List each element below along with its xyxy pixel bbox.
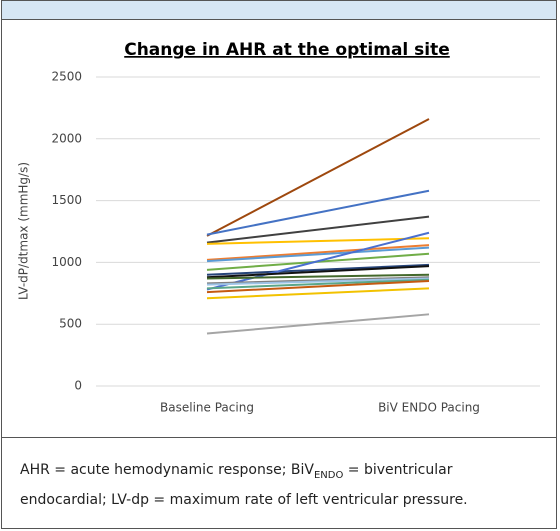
series-line <box>206 215 430 244</box>
series-line <box>206 189 430 236</box>
series-line <box>206 237 430 245</box>
series-line <box>206 287 430 300</box>
y-tick-label: 2000 <box>51 131 82 145</box>
y-axis-label: LV-dP/dtmax (mmHg/s) <box>17 162 31 300</box>
series-line <box>206 265 430 279</box>
header-band <box>2 1 556 20</box>
series-line <box>206 278 430 290</box>
series-line <box>206 273 430 280</box>
y-tick-label: 1500 <box>51 193 82 207</box>
y-tick-label: 0 <box>74 379 82 393</box>
y-tick-label: 2500 <box>51 70 82 84</box>
series-line <box>206 231 430 291</box>
x-tick-label: Baseline Pacing <box>160 401 254 415</box>
chart: Change in AHR at the optimal site LV-dP/… <box>17 40 540 415</box>
series-line <box>206 263 430 276</box>
x-tick-label: BiV ENDO Pacing <box>378 401 480 415</box>
y-tick-label: 1000 <box>51 255 82 269</box>
caption: AHR = acute hemodynamic response; BiVEND… <box>2 437 556 513</box>
chart-title: Change in AHR at the optimal site <box>124 40 450 60</box>
y-tick-label: 500 <box>59 317 82 331</box>
caption-subscript: ENDO <box>313 469 344 481</box>
series-line <box>206 313 430 335</box>
series-line <box>206 118 430 237</box>
caption-text: = biventricular endocardial; LV-dp = max… <box>20 462 468 508</box>
caption-text: AHR = acute hemodynamic response; BiV <box>20 462 314 478</box>
series-line <box>206 244 430 261</box>
series-line <box>206 246 430 263</box>
series-line <box>206 277 430 286</box>
series-line <box>206 279 430 294</box>
series-line <box>206 276 430 285</box>
